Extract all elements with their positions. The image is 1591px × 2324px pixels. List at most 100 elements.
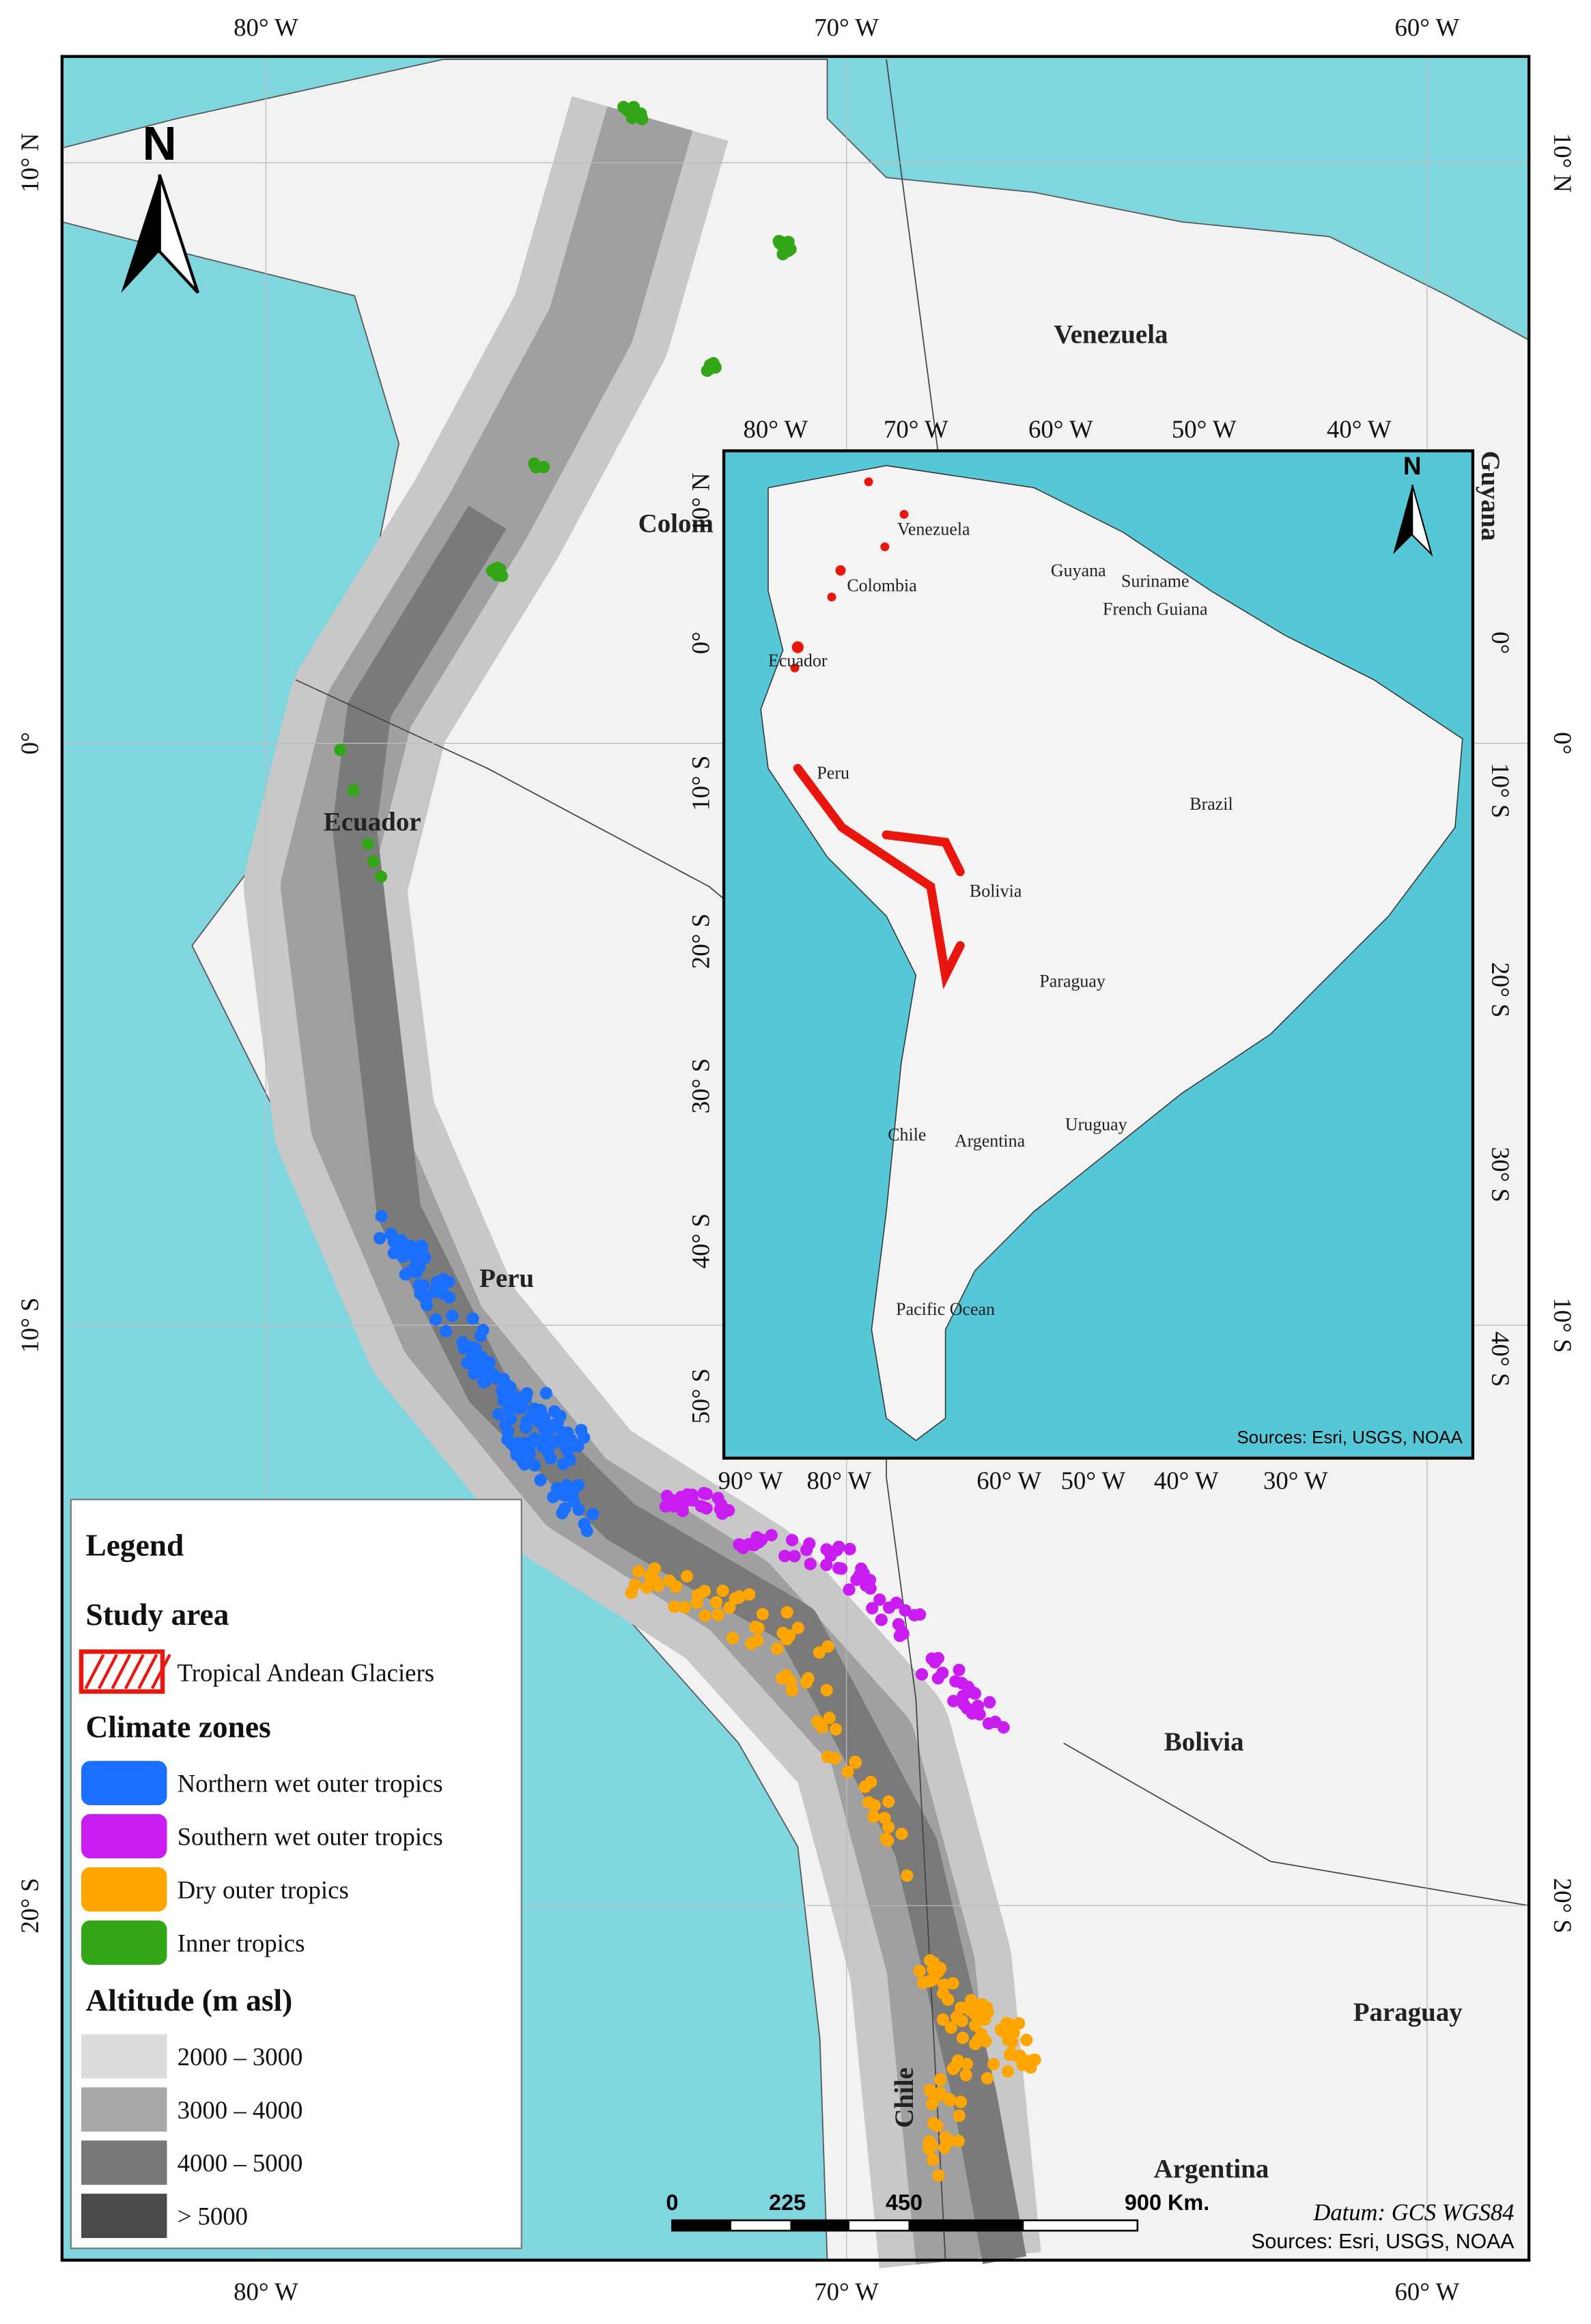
inset-label: Peru: [817, 763, 849, 783]
graticule-label: 20° S: [1549, 1878, 1577, 1933]
glacier-point: [510, 1391, 523, 1404]
graticule-label: 20° S: [686, 913, 714, 969]
glacier-point: [788, 1550, 801, 1563]
map-frame: [60, 55, 1531, 2262]
glacier-point: [879, 1832, 892, 1845]
legend-label: 3000 – 4000: [178, 2096, 303, 2124]
inset-label: Ecuador: [768, 651, 828, 670]
legend-label: Northern wet outer tropics: [178, 1770, 443, 1798]
glacier-point: [932, 2169, 945, 2182]
glacier-point: [923, 2135, 935, 2148]
legend-label: Inner tropics: [178, 1929, 305, 1957]
glacier-point: [464, 1340, 477, 1353]
glacier-point: [944, 2094, 957, 2107]
glacier-point: [578, 1431, 591, 1444]
legend-swatch: [81, 1867, 167, 1912]
glacier-point: [726, 1632, 739, 1645]
inset-land: [760, 465, 1463, 1441]
legend: Legend Study area Tropical Andean Glaciers…: [70, 1499, 522, 2250]
glacier-point: [334, 743, 347, 756]
glacier-point: [828, 1752, 841, 1765]
glacier-point: [947, 1695, 960, 1707]
glacier-point: [931, 1652, 944, 1664]
graticule-label: 10° N: [1549, 133, 1577, 193]
glacier-point: [952, 2134, 965, 2148]
glacier-point: [936, 1667, 949, 1680]
sources: Sources: Esri, USGS, NOAA: [1251, 2230, 1515, 2253]
country-label: Chile: [890, 2067, 919, 2128]
glacier-point: [785, 1684, 799, 1697]
glacier-point: [899, 1604, 912, 1617]
graticule-label: 60° W: [1395, 2278, 1460, 2306]
glacier-point: [374, 1232, 386, 1245]
scale-label: 0: [666, 2190, 678, 2215]
glacier-point: [439, 1324, 453, 1337]
graticule-label: 80° W: [234, 13, 298, 41]
glacier-point: [864, 1776, 877, 1789]
legend-swatch: [81, 2034, 167, 2079]
glacier-point: [529, 1459, 541, 1472]
graticule-label: 40° W: [1154, 1466, 1219, 1494]
glacier-point: [804, 1557, 817, 1570]
glacier-point: [539, 1387, 552, 1400]
glacier-point: [471, 1356, 484, 1370]
glacier-point: [743, 1588, 756, 1601]
glacier-point: [659, 1500, 672, 1513]
glacier-point: [712, 1609, 724, 1621]
graticule-label: 70° W: [814, 2278, 879, 2306]
glacier-point: [931, 2119, 944, 2132]
graticule-label: 10° N: [686, 472, 714, 532]
glacier-point: [498, 1418, 512, 1431]
glacier-point: [913, 1964, 926, 1978]
glacier-point: [989, 1716, 1002, 1729]
glacier-point: [771, 1642, 784, 1656]
glacier-point: [404, 1265, 417, 1279]
inset-label: Venezuela: [897, 520, 970, 539]
legend-label: 2000 – 3000: [178, 2043, 303, 2071]
graticule-label: 60° W: [1395, 13, 1460, 41]
glacier-point: [680, 1570, 694, 1583]
inset-frame: [722, 449, 1475, 1460]
inset-label: Chile: [888, 1125, 926, 1145]
graticule-label: 60° W: [976, 1466, 1041, 1494]
glacier-point: [927, 1973, 940, 1986]
glacier-point: [968, 2008, 981, 2021]
glacier-point: [690, 1596, 703, 1609]
legend-hatch: [137, 1654, 158, 1690]
glacier-point: [539, 1439, 552, 1451]
glacier-point: [1003, 2048, 1016, 2061]
country-label: Paraguay: [1353, 1998, 1463, 2027]
glacier-point: [626, 107, 639, 120]
inset-sources: Sources: Esri, USGS, NOAA: [1237, 1427, 1463, 1447]
glacier-point: [578, 1518, 591, 1531]
legend-label: Dry outer tropics: [178, 1875, 349, 1903]
graticule-label: 0°: [1549, 732, 1577, 754]
inset-label: French Guiana: [1103, 599, 1208, 619]
glacier-point: [971, 1699, 985, 1712]
glacier-point: [776, 1672, 789, 1685]
glacier-point: [534, 1473, 547, 1486]
glacier-point: [587, 1507, 600, 1520]
glacier-point: [660, 1490, 673, 1503]
glacier-point: [925, 2097, 939, 2110]
glacier-point: [521, 1443, 534, 1456]
graticule-label: 80° W: [806, 1466, 871, 1494]
north-label: N: [143, 117, 177, 170]
glacier-point: [823, 1712, 836, 1725]
glacier-point: [855, 1562, 868, 1575]
graticule-label: 90° W: [718, 1466, 783, 1494]
glacier-point: [972, 2033, 985, 2046]
glacier-point: [668, 1500, 681, 1513]
glacier-point: [520, 1391, 533, 1404]
glacier-point: [466, 1312, 479, 1325]
glacier-point: [697, 1487, 710, 1500]
inset-glaciers: [793, 763, 965, 990]
glacier-point: [733, 1538, 746, 1551]
glacier-point: [892, 1617, 905, 1631]
glacier-point: [510, 1436, 523, 1450]
inset-label: Uruguay: [1065, 1114, 1127, 1134]
glacier-point: [1001, 2065, 1015, 2078]
glacier-point: [803, 1537, 816, 1550]
graticule-label: 70° W: [884, 415, 948, 443]
